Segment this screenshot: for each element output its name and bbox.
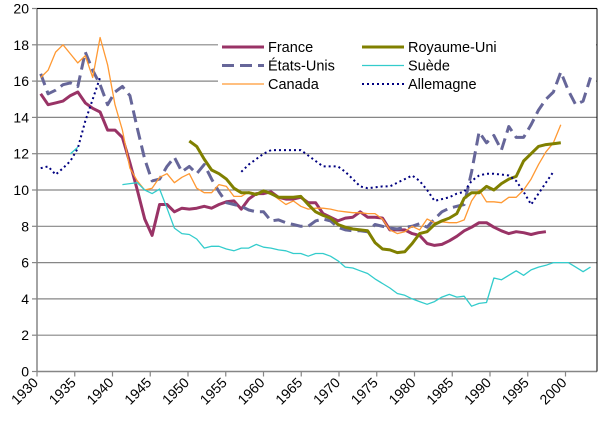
y-tick-label: 2 <box>21 327 29 343</box>
x-tick-label: 1965 <box>272 374 305 407</box>
y-tick-label: 12 <box>13 146 29 162</box>
y-tick-label: 18 <box>13 37 29 53</box>
x-tick-label: 1945 <box>121 374 154 407</box>
legend-label: Allemagne <box>408 77 477 93</box>
y-tick-label: 6 <box>21 255 29 271</box>
legend-box <box>218 34 596 96</box>
legend-label: États-Unis <box>268 58 335 75</box>
x-axis-ticks: 1930 1935 1940 1945 1950 1955 1960 1965 1970 1975… <box>8 371 570 408</box>
series-line-canada <box>40 36 562 235</box>
series-line-france <box>39 90 547 247</box>
series-line-su-de <box>69 146 591 307</box>
plot-frame <box>36 8 598 373</box>
x-tick-label: 1995 <box>499 374 532 407</box>
x-tick-label: 1975 <box>348 374 381 407</box>
legend-label: Royaume-Uni <box>408 40 497 56</box>
series-lines <box>39 36 592 307</box>
x-tick-label: 1970 <box>310 374 343 407</box>
series-line--tats-unis <box>39 50 592 234</box>
legend: France États-Unis Canada Royaume-Uni Suède Al… <box>222 40 497 93</box>
y-tick-label: 10 <box>13 182 29 198</box>
x-tick-label: 2000 <box>536 374 569 407</box>
y-tick-label: 16 <box>13 73 29 89</box>
y-axis-ticks: 0 2 4 6 8 10 12 14 16 18 20 <box>13 1 37 380</box>
y-tick-label: 4 <box>21 291 29 307</box>
legend-background <box>218 34 596 96</box>
legend-label: Canada <box>268 77 320 93</box>
legend-label: Suède <box>408 59 450 75</box>
y-tick-label: 0 <box>21 364 29 380</box>
y-tick-label: 8 <box>21 218 29 234</box>
x-tick-label: 1930 <box>8 374 41 407</box>
y-tick-label: 14 <box>13 109 29 125</box>
x-tick-label: 1940 <box>83 374 116 407</box>
x-tick-label: 1985 <box>423 374 456 407</box>
legend-label: France <box>268 40 313 56</box>
series-line-allemagne <box>40 77 555 206</box>
series-line-royaume-uni <box>188 139 561 255</box>
y-tick-label: 20 <box>13 1 29 17</box>
x-tick-label: 1950 <box>159 374 192 407</box>
x-tick-label: 1960 <box>234 374 267 407</box>
x-tick-label: 1955 <box>197 374 230 407</box>
x-tick-label: 1935 <box>46 374 79 407</box>
x-tick-label: 1990 <box>461 374 494 407</box>
x-tick-label: 1980 <box>385 374 418 407</box>
